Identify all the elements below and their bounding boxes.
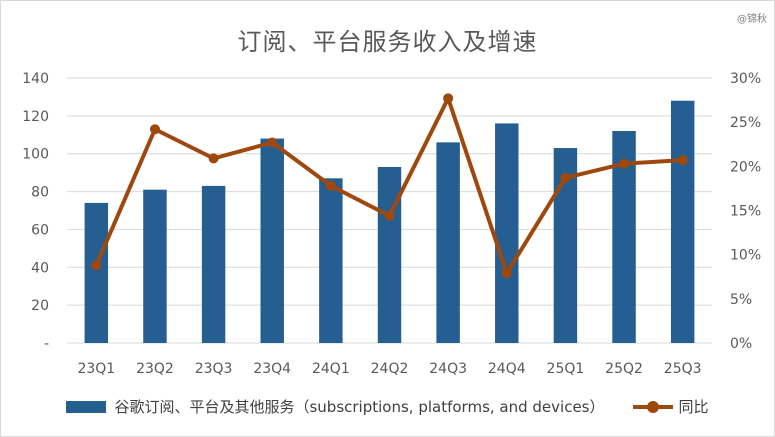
bar [670, 100, 695, 343]
x-tick-label: 24Q4 [488, 361, 526, 377]
legend-item-bar: 谷歌订阅、平台及其他服务（subscriptions, platforms, a… [66, 396, 605, 417]
x-tick-label: 23Q2 [136, 361, 174, 377]
legend-line-swatch [632, 400, 673, 413]
bar [84, 202, 109, 343]
x-tick-label: 24Q3 [429, 361, 467, 377]
bar [612, 131, 636, 343]
bar [436, 142, 460, 343]
legend-line-label: 同比 [678, 398, 709, 416]
x-tick-label: 25Q2 [605, 361, 643, 377]
line-point [325, 180, 336, 191]
legend-item-line: 同比 [632, 396, 709, 417]
line-point [619, 158, 630, 169]
y-right-tick-label: 5% [730, 292, 752, 308]
x-tick-label: 24Q2 [371, 361, 409, 377]
bar [260, 138, 284, 343]
x-tick-label: 25Q3 [664, 361, 702, 377]
bar [319, 178, 343, 343]
line-point [501, 268, 512, 279]
line-point [91, 260, 102, 271]
y-left-tick-label: 20 [31, 298, 49, 314]
bar [495, 123, 519, 343]
y-left-tick-label: 100 [22, 147, 49, 163]
y-right-tick-label: 20% [730, 159, 761, 175]
line-point [443, 93, 454, 104]
y-left-tick-label: 80 [31, 185, 49, 201]
y-left-tick-label: 120 [22, 109, 49, 125]
y-right-tick-label: 0% [730, 336, 752, 352]
line-point [384, 210, 395, 221]
bar [201, 185, 226, 343]
y-left-tick-label: 140 [22, 71, 49, 87]
x-tick-label: 23Q1 [77, 361, 115, 377]
y-right-tick-label: 10% [730, 248, 761, 264]
line-point [208, 153, 219, 164]
y-left-tick-label: 60 [31, 222, 49, 238]
y-right-tick-label: 15% [730, 204, 761, 220]
legend-bar-label: 谷歌订阅、平台及其他服务（subscriptions, platforms, a… [114, 398, 605, 416]
y-left-tick-label: 40 [31, 260, 49, 276]
line-point [560, 172, 571, 183]
legend-bar-swatch [66, 400, 107, 413]
x-tick-label: 23Q3 [195, 361, 233, 377]
y-left-tick-label: - [44, 336, 49, 352]
x-tick-label: 23Q4 [253, 361, 291, 377]
y-right-tick-label: 30% [730, 71, 761, 87]
bar [553, 148, 578, 343]
legend: 谷歌订阅、平台及其他服务（subscriptions, platforms, a… [0, 396, 775, 417]
x-tick-label: 24Q1 [312, 361, 350, 377]
line-point [149, 124, 160, 135]
y-right-tick-label: 25% [730, 115, 761, 131]
bar [143, 189, 167, 343]
chart-title: 订阅、平台服务收入及增速 [237, 28, 538, 56]
watermark: @锦秋 [737, 14, 767, 25]
x-tick-label: 25Q1 [547, 361, 585, 377]
bar [377, 166, 402, 343]
line-point [677, 155, 688, 166]
line-point [267, 137, 278, 148]
